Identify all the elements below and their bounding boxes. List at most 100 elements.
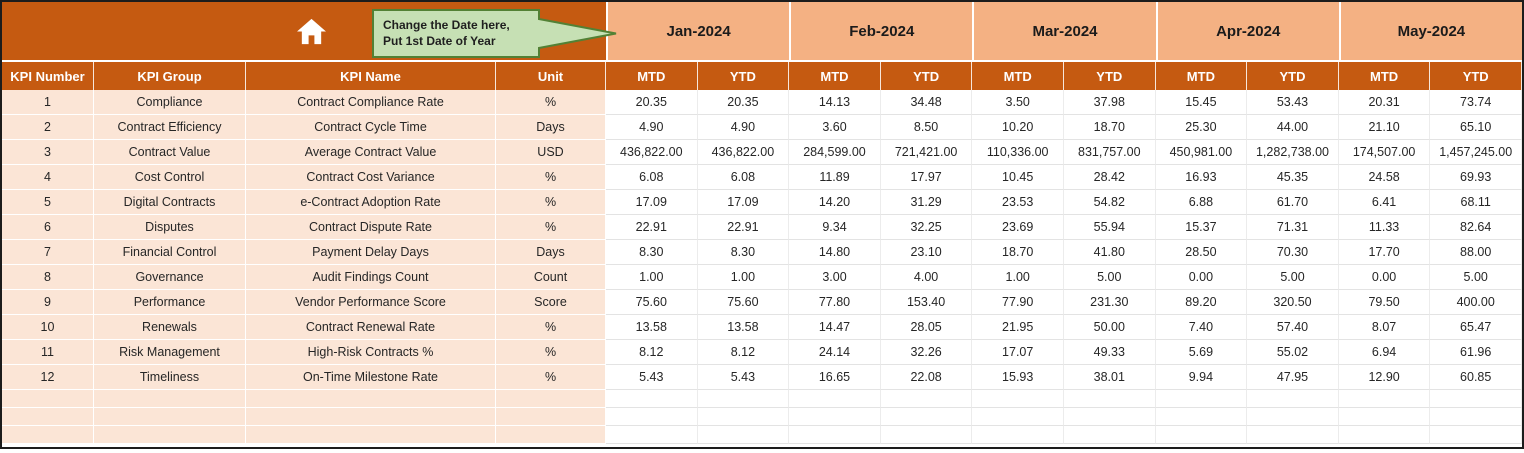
cell-value[interactable]: 24.58 bbox=[1338, 165, 1431, 190]
cell-value[interactable]: 49.33 bbox=[1063, 340, 1156, 365]
cell-empty-value[interactable] bbox=[1063, 390, 1156, 408]
cell-value[interactable]: 8.30 bbox=[697, 240, 790, 265]
cell-value[interactable]: 1,457,245.00 bbox=[1430, 140, 1522, 165]
cell-value[interactable]: 69.93 bbox=[1430, 165, 1522, 190]
cell-unit[interactable]: Score bbox=[496, 290, 606, 315]
cell-value[interactable]: 16.93 bbox=[1155, 165, 1248, 190]
cell-kpi-name[interactable]: Contract Compliance Rate bbox=[246, 90, 496, 115]
cell-value[interactable]: 61.96 bbox=[1430, 340, 1522, 365]
cell-value[interactable]: 12.90 bbox=[1338, 365, 1431, 390]
cell-kpi-number[interactable]: 10 bbox=[2, 315, 94, 340]
cell-empty-label[interactable] bbox=[496, 408, 606, 426]
month-header-4[interactable]: Apr-2024 bbox=[1155, 2, 1339, 62]
cell-value[interactable]: 5.00 bbox=[1247, 265, 1339, 290]
cell-value[interactable]: 21.10 bbox=[1338, 115, 1431, 140]
cell-value[interactable]: 320.50 bbox=[1247, 290, 1339, 315]
cell-value[interactable]: 11.33 bbox=[1338, 215, 1431, 240]
cell-value[interactable]: 110,336.00 bbox=[972, 140, 1064, 165]
month-header-1[interactable]: Jan-2024 bbox=[606, 2, 790, 62]
cell-value[interactable]: 4.00 bbox=[880, 265, 973, 290]
cell-value[interactable]: 8.12 bbox=[606, 340, 698, 365]
cell-value[interactable]: 1,282,738.00 bbox=[1247, 140, 1339, 165]
cell-value[interactable]: 20.31 bbox=[1338, 90, 1431, 115]
cell-value[interactable]: 436,822.00 bbox=[606, 140, 698, 165]
cell-value[interactable]: 6.88 bbox=[1155, 190, 1248, 215]
cell-value[interactable]: 50.00 bbox=[1063, 315, 1156, 340]
cell-empty-value[interactable] bbox=[1430, 408, 1522, 426]
cell-value[interactable]: 17.09 bbox=[606, 190, 698, 215]
cell-value[interactable]: 8.30 bbox=[606, 240, 698, 265]
cell-value[interactable]: 20.35 bbox=[606, 90, 698, 115]
cell-value[interactable]: 53.43 bbox=[1247, 90, 1339, 115]
cell-unit[interactable]: Count bbox=[496, 265, 606, 290]
cell-value[interactable]: 5.00 bbox=[1063, 265, 1156, 290]
cell-value[interactable]: 75.60 bbox=[697, 290, 790, 315]
cell-value[interactable]: 22.91 bbox=[606, 215, 698, 240]
cell-value[interactable]: 831,757.00 bbox=[1063, 140, 1156, 165]
cell-value[interactable]: 10.45 bbox=[972, 165, 1064, 190]
cell-value[interactable]: 70.30 bbox=[1247, 240, 1339, 265]
cell-value[interactable]: 18.70 bbox=[972, 240, 1064, 265]
cell-value[interactable]: 32.25 bbox=[880, 215, 973, 240]
cell-value[interactable]: 450,981.00 bbox=[1155, 140, 1248, 165]
cell-value[interactable]: 13.58 bbox=[697, 315, 790, 340]
cell-kpi-group[interactable]: Governance bbox=[94, 265, 246, 290]
cell-empty-value[interactable] bbox=[1063, 408, 1156, 426]
cell-empty-label[interactable] bbox=[246, 390, 496, 408]
cell-kpi-name[interactable]: Audit Findings Count bbox=[246, 265, 496, 290]
cell-value[interactable]: 68.11 bbox=[1430, 190, 1522, 215]
cell-kpi-name[interactable]: Contract Cycle Time bbox=[246, 115, 496, 140]
cell-value[interactable]: 71.31 bbox=[1247, 215, 1339, 240]
cell-value[interactable]: 31.29 bbox=[880, 190, 973, 215]
cell-kpi-group[interactable]: Compliance bbox=[94, 90, 246, 115]
cell-value[interactable]: 15.45 bbox=[1155, 90, 1248, 115]
cell-value[interactable]: 11.89 bbox=[789, 165, 881, 190]
cell-empty-value[interactable] bbox=[606, 426, 698, 444]
cell-kpi-number[interactable]: 2 bbox=[2, 115, 94, 140]
cell-kpi-name[interactable]: Average Contract Value bbox=[246, 140, 496, 165]
cell-value[interactable]: 6.08 bbox=[697, 165, 790, 190]
cell-value[interactable]: 14.80 bbox=[789, 240, 881, 265]
cell-unit[interactable]: % bbox=[496, 90, 606, 115]
cell-kpi-name[interactable]: Contract Renewal Rate bbox=[246, 315, 496, 340]
cell-value[interactable]: 3.50 bbox=[972, 90, 1064, 115]
cell-value[interactable]: 17.97 bbox=[880, 165, 973, 190]
cell-empty-label[interactable] bbox=[246, 426, 496, 444]
cell-kpi-name[interactable]: Vendor Performance Score bbox=[246, 290, 496, 315]
cell-value[interactable]: 23.10 bbox=[880, 240, 973, 265]
cell-value[interactable]: 3.60 bbox=[789, 115, 881, 140]
cell-empty-value[interactable] bbox=[1338, 408, 1431, 426]
cell-value[interactable]: 13.58 bbox=[606, 315, 698, 340]
cell-empty-value[interactable] bbox=[880, 390, 973, 408]
cell-value[interactable]: 24.14 bbox=[789, 340, 881, 365]
cell-unit[interactable]: Days bbox=[496, 115, 606, 140]
cell-unit[interactable]: Days bbox=[496, 240, 606, 265]
cell-unit[interactable]: % bbox=[496, 215, 606, 240]
cell-kpi-group[interactable]: Contract Efficiency bbox=[94, 115, 246, 140]
cell-value[interactable]: 55.94 bbox=[1063, 215, 1156, 240]
cell-unit[interactable]: % bbox=[496, 340, 606, 365]
cell-empty-label[interactable] bbox=[94, 408, 246, 426]
cell-value[interactable]: 65.47 bbox=[1430, 315, 1522, 340]
cell-empty-value[interactable] bbox=[972, 390, 1064, 408]
cell-kpi-number[interactable]: 9 bbox=[2, 290, 94, 315]
cell-kpi-group[interactable]: Risk Management bbox=[94, 340, 246, 365]
cell-empty-label[interactable] bbox=[94, 426, 246, 444]
cell-value[interactable]: 32.26 bbox=[880, 340, 973, 365]
cell-empty-value[interactable] bbox=[972, 426, 1064, 444]
cell-kpi-group[interactable]: Timeliness bbox=[94, 365, 246, 390]
cell-value[interactable]: 3.00 bbox=[789, 265, 881, 290]
cell-value[interactable]: 7.40 bbox=[1155, 315, 1248, 340]
cell-empty-value[interactable] bbox=[789, 390, 881, 408]
cell-value[interactable]: 22.08 bbox=[880, 365, 973, 390]
cell-value[interactable]: 88.00 bbox=[1430, 240, 1522, 265]
cell-empty-value[interactable] bbox=[1430, 390, 1522, 408]
cell-value[interactable]: 25.30 bbox=[1155, 115, 1248, 140]
cell-value[interactable]: 1.00 bbox=[972, 265, 1064, 290]
cell-empty-value[interactable] bbox=[697, 408, 790, 426]
cell-empty-value[interactable] bbox=[972, 408, 1064, 426]
cell-value[interactable]: 28.42 bbox=[1063, 165, 1156, 190]
cell-value[interactable]: 0.00 bbox=[1338, 265, 1431, 290]
cell-empty-value[interactable] bbox=[1338, 426, 1431, 444]
cell-kpi-group[interactable]: Disputes bbox=[94, 215, 246, 240]
